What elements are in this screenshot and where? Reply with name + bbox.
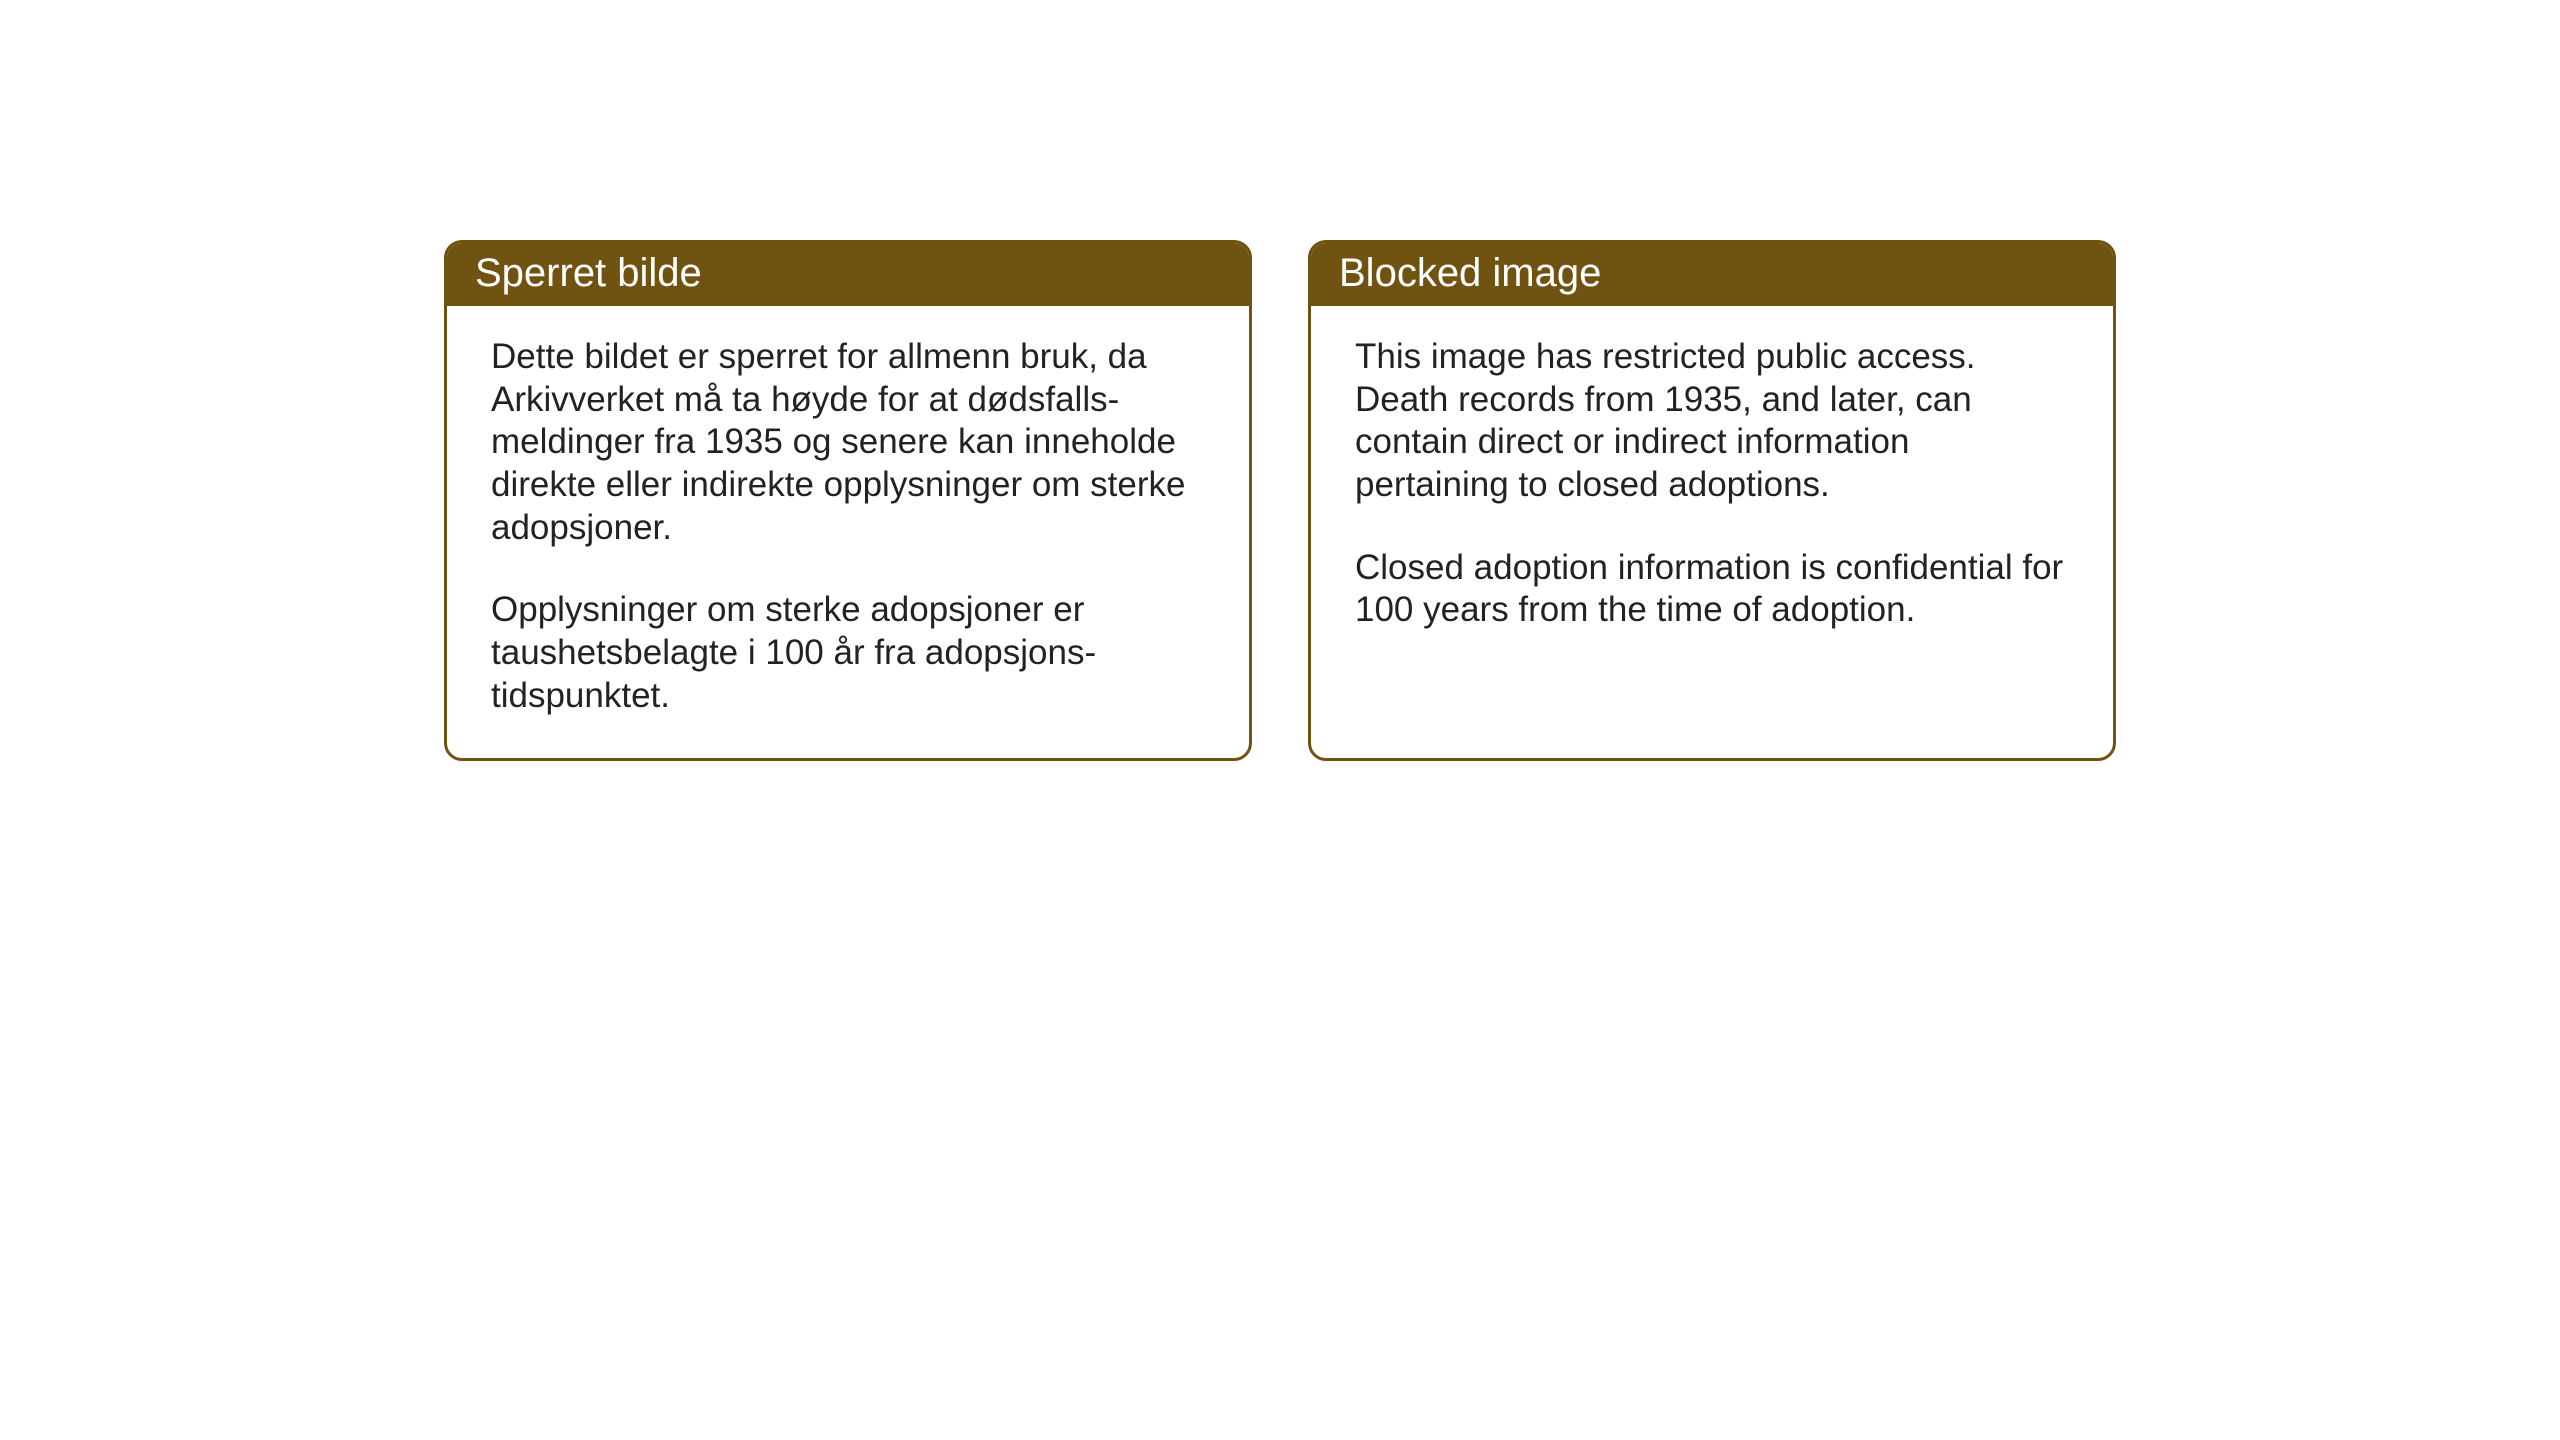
card-header-norwegian: Sperret bilde (447, 243, 1249, 306)
card-body-norwegian: Dette bildet er sperret for allmenn bruk… (447, 306, 1249, 758)
cards-container: Sperret bilde Dette bildet er sperret fo… (444, 240, 2116, 761)
paragraph-english-2: Closed adoption information is confident… (1355, 547, 2069, 632)
card-norwegian: Sperret bilde Dette bildet er sperret fo… (444, 240, 1252, 761)
card-header-english: Blocked image (1311, 243, 2113, 306)
card-body-english: This image has restricted public access.… (1311, 306, 2113, 672)
paragraph-norwegian-1: Dette bildet er sperret for allmenn bruk… (491, 336, 1205, 549)
paragraph-norwegian-2: Opplysninger om sterke adopsjoner er tau… (491, 589, 1205, 717)
paragraph-english-1: This image has restricted public access.… (1355, 336, 2069, 507)
card-english: Blocked image This image has restricted … (1308, 240, 2116, 761)
